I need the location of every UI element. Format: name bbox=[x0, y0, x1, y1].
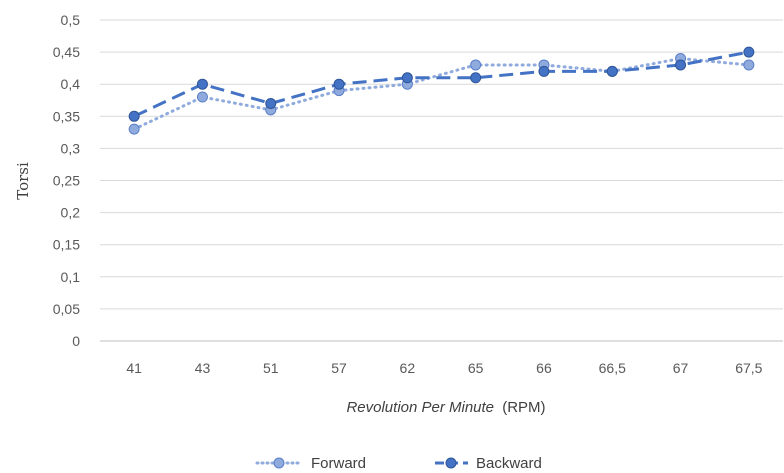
y-tick-label: 0,25 bbox=[53, 173, 80, 189]
data-point-forward bbox=[743, 59, 755, 71]
data-point-backward bbox=[265, 97, 277, 109]
x-tick-label: 65 bbox=[468, 360, 484, 376]
y-tick-label: 0,15 bbox=[53, 237, 80, 253]
legend-item-forward: Forward bbox=[255, 455, 366, 472]
data-point-backward bbox=[333, 78, 345, 90]
y-tick-label: 0,3 bbox=[61, 140, 81, 156]
legend-backward-marker bbox=[445, 457, 457, 469]
series-line-forward bbox=[132, 57, 751, 131]
y-tick-label: 0,1 bbox=[61, 269, 81, 285]
x-axis-label-unit: (RPM) bbox=[502, 399, 545, 416]
y-axis-ticks: 0 0,05 0,1 0,15 0,2 0,25 0,3 0,35 0,4 0,45 0,5 bbox=[53, 12, 80, 349]
data-point-backward bbox=[196, 78, 208, 90]
x-tick-label: 62 bbox=[400, 360, 416, 376]
data-point-forward bbox=[196, 91, 208, 103]
data-point-backward bbox=[470, 72, 482, 84]
legend-item-backward: Backward bbox=[435, 455, 542, 472]
x-tick-label: 67 bbox=[673, 360, 689, 376]
gridlines bbox=[100, 19, 783, 342]
x-axis-label-italic: Revolution Per Minute bbox=[346, 399, 494, 416]
x-axis-label: Revolution Per Minute (RPM) bbox=[346, 399, 545, 416]
y-tick-label: 0,45 bbox=[53, 44, 80, 60]
series-line-backward bbox=[133, 50, 750, 118]
x-tick-label: 43 bbox=[195, 360, 211, 376]
y-tick-label: 0,35 bbox=[53, 108, 80, 124]
data-point-backward bbox=[401, 72, 413, 84]
data-point-backward bbox=[743, 46, 755, 58]
y-tick-label: 0,05 bbox=[53, 301, 80, 317]
y-tick-label: 0,4 bbox=[61, 76, 81, 92]
x-tick-label: 41 bbox=[126, 360, 142, 376]
data-point-backward bbox=[128, 110, 140, 122]
y-tick-label: 0 bbox=[72, 333, 80, 349]
data-point-backward bbox=[675, 59, 687, 71]
data-point-forward bbox=[470, 59, 482, 71]
data-point-backward bbox=[606, 65, 618, 77]
legend: Forward Backward bbox=[255, 455, 542, 472]
y-axis-label: Torsi bbox=[14, 162, 32, 200]
y-tick-label: 0,2 bbox=[61, 205, 81, 221]
x-tick-label: 66,5 bbox=[599, 360, 626, 376]
data-point-forward bbox=[128, 123, 140, 135]
series-group bbox=[128, 46, 755, 135]
legend-forward-label: Forward bbox=[311, 455, 366, 472]
x-tick-label: 57 bbox=[331, 360, 347, 376]
x-tick-label: 67,5 bbox=[735, 360, 762, 376]
x-tick-label: 66 bbox=[536, 360, 552, 376]
legend-forward-marker bbox=[273, 457, 285, 469]
legend-backward-label: Backward bbox=[476, 455, 542, 472]
y-tick-label: 0,5 bbox=[61, 12, 81, 28]
x-tick-label: 51 bbox=[263, 360, 279, 376]
x-axis-ticks: 41 43 51 57 62 65 66 66,5 67 67,5 bbox=[126, 360, 762, 376]
data-point-backward bbox=[538, 65, 550, 77]
